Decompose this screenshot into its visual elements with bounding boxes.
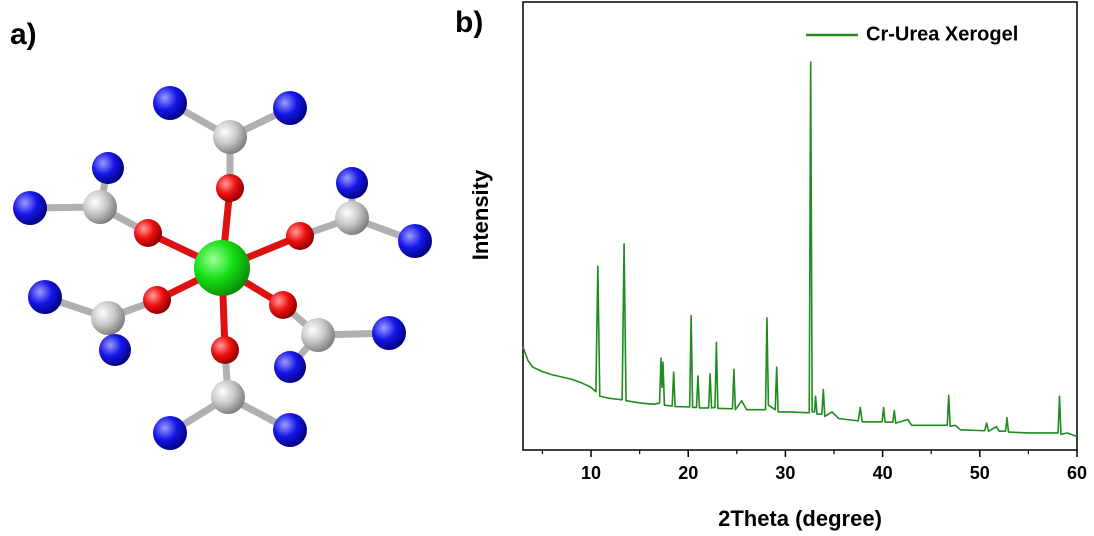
panel-label: a) <box>10 18 37 51</box>
x-tick-label: 30 <box>775 463 795 483</box>
x-tick-label: 50 <box>970 463 990 483</box>
legend-label: Cr-Urea Xerogel <box>866 23 1018 45</box>
plot-frame <box>522 1 1078 451</box>
x-tick-label: 20 <box>678 463 698 483</box>
y-axis-label: Intensity <box>468 169 493 260</box>
x-tick-label: 60 <box>1067 463 1087 483</box>
x-axis-label: 2Theta (degree) <box>718 506 882 531</box>
x-tick-label: 10 <box>581 463 601 483</box>
data-line <box>522 61 1078 438</box>
molecule <box>13 86 432 450</box>
panel-label: b) <box>455 6 483 39</box>
x-tick-label: 40 <box>873 463 893 483</box>
